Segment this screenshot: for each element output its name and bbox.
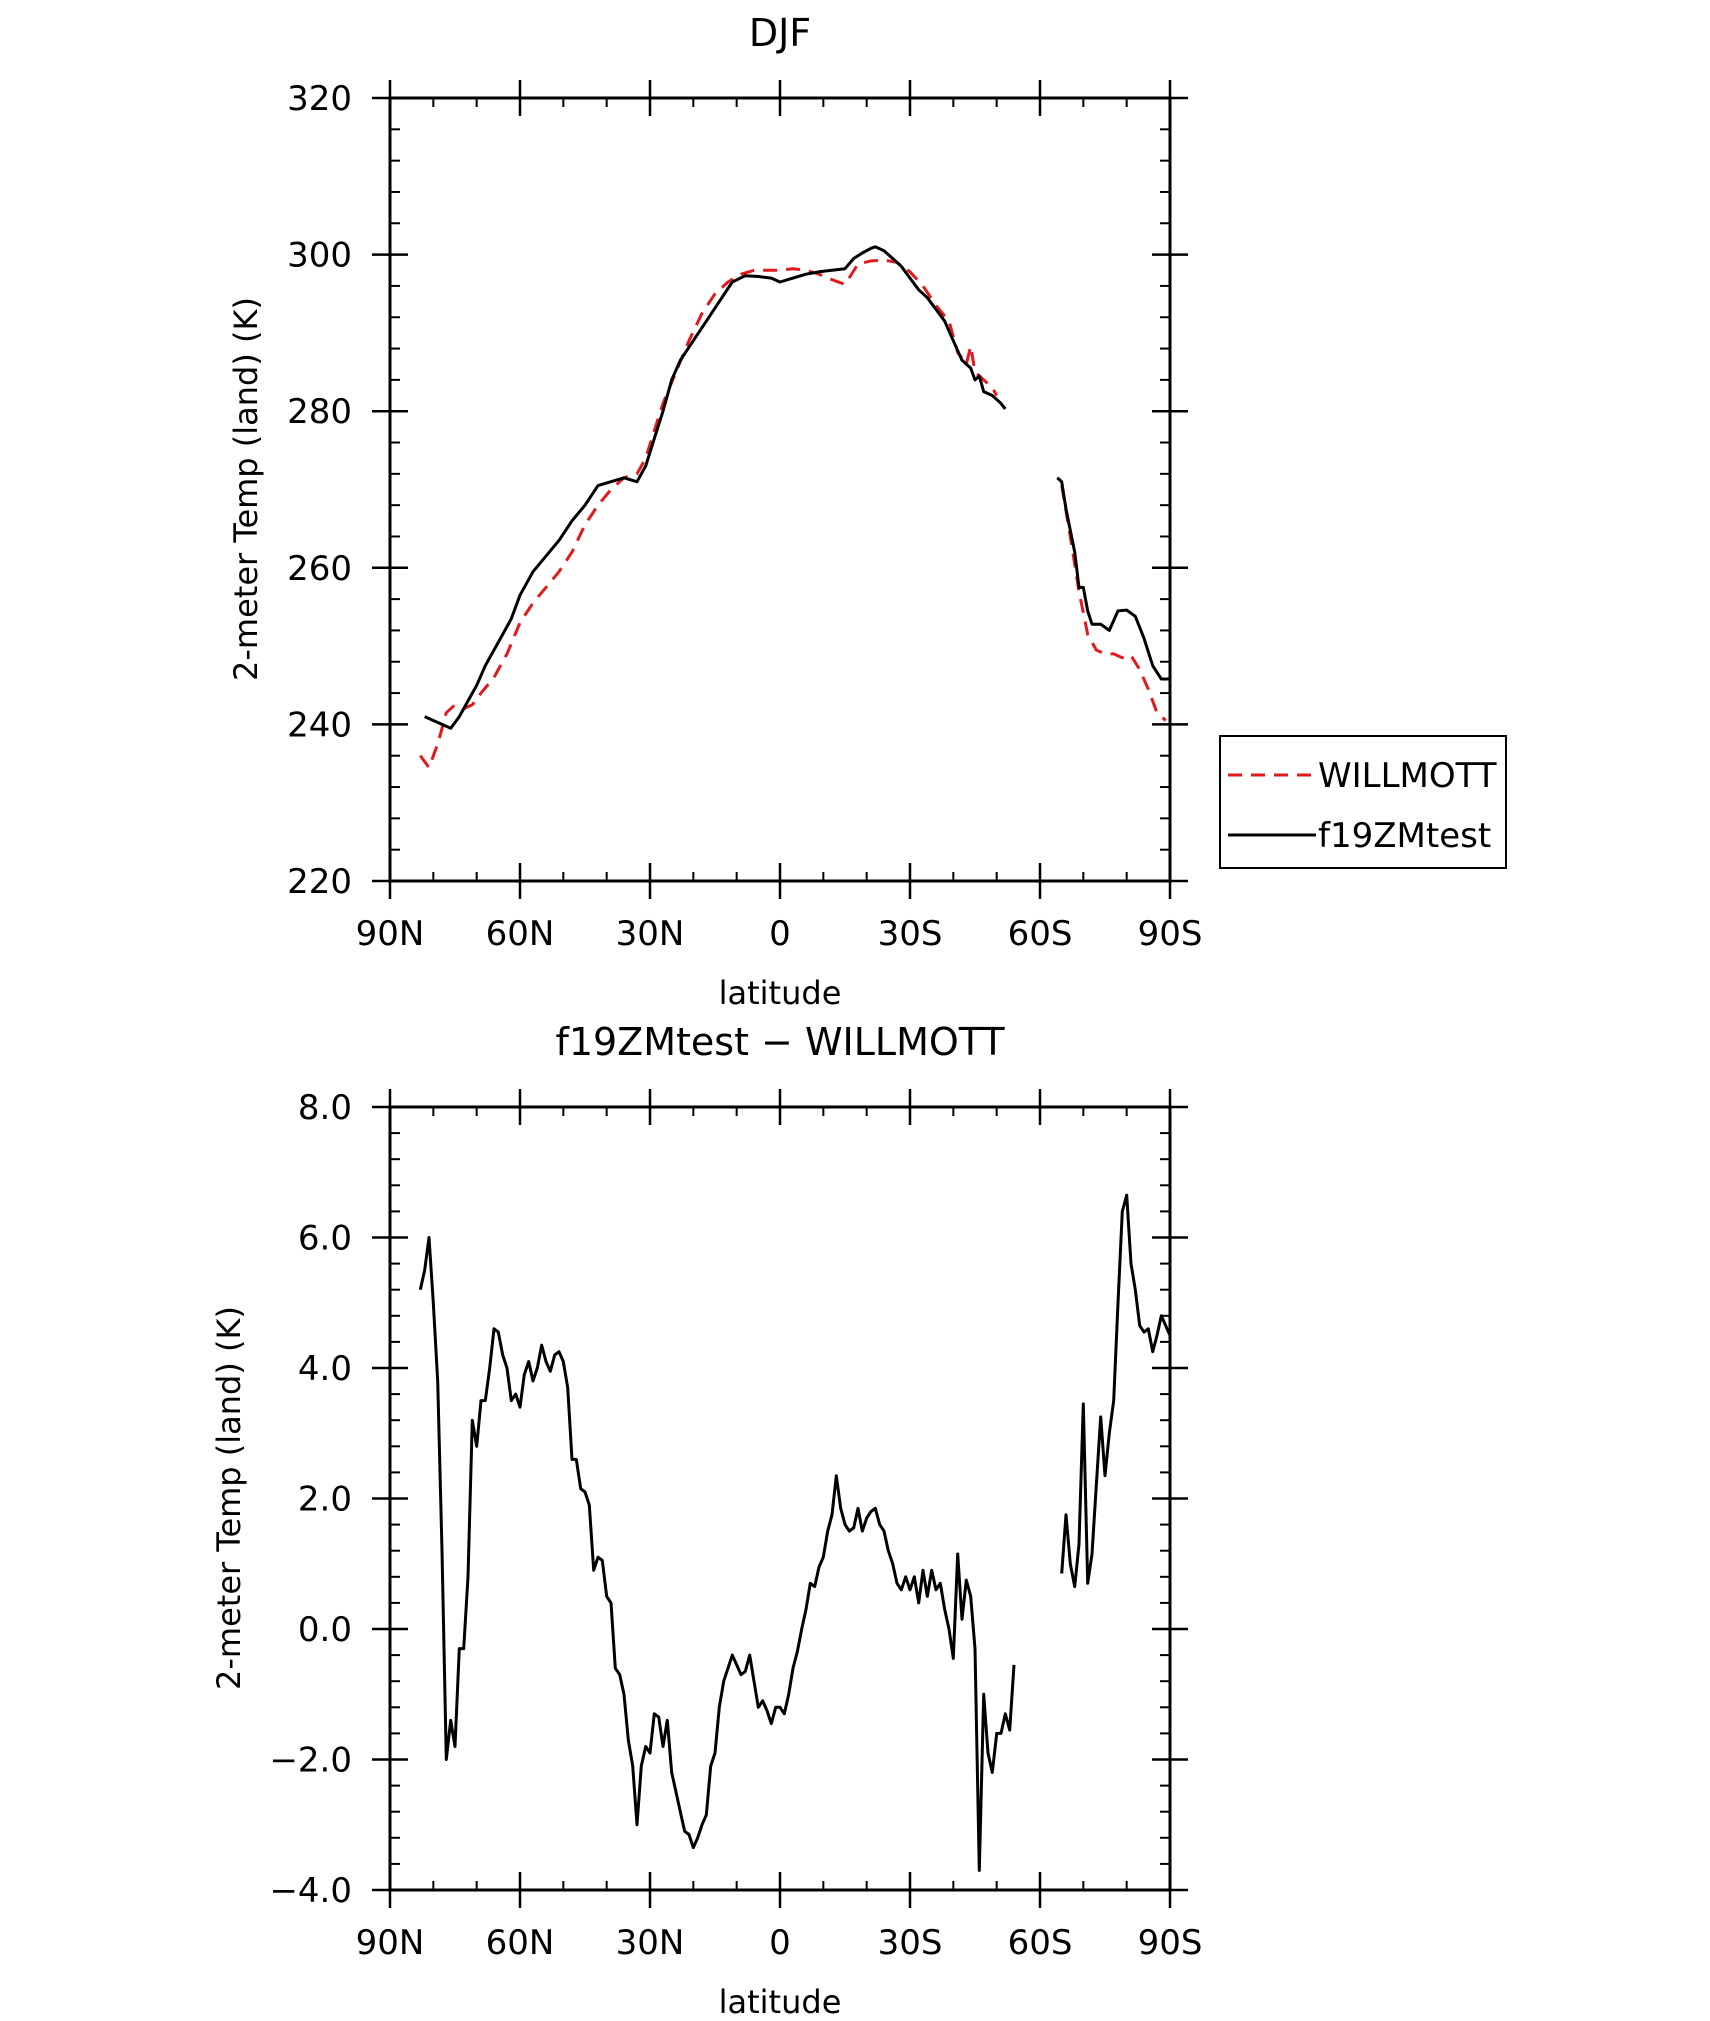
x-tick-label: 30S (878, 1923, 943, 1963)
chart-title-bottom: f19ZMtest − WILLMOTT (555, 1020, 1005, 1064)
y-tick-label: 2.0 (298, 1480, 352, 1520)
x-tick-label: 30S (878, 914, 943, 954)
series-group-top (419, 245, 1170, 769)
y-tick-label: −4.0 (269, 1871, 352, 1911)
y-tick-label: 300 (287, 236, 352, 276)
legend: WILLMOTT f19ZMtest (1219, 735, 1507, 869)
x-tick-label: 60S (1008, 914, 1073, 954)
y-tick-label: 6.0 (298, 1219, 352, 1259)
plot-frame-bottom (388, 1105, 1172, 1892)
y-axis-label-bottom: 2-meter Temp (land) (K) (210, 1306, 248, 1690)
willmott-line (419, 258, 999, 769)
difference-line (1060, 1193, 1172, 1589)
panel-djf: DJF 90N 60N 30N 0 30S 60S 90S 220 240 260 280 300 32… (227, 11, 1507, 1012)
y-tick-label: −2.0 (269, 1741, 352, 1781)
x-tick-label: 60S (1008, 1923, 1073, 1963)
difference-line (418, 1236, 1016, 1872)
y-tick-label: 320 (287, 79, 352, 119)
panel-difference: f19ZMtest − WILLMOTT 90N 60N 30N 0 30S 60S 90S… (210, 1020, 1202, 2021)
x-tick-label: 0 (769, 1923, 791, 1963)
series-group-bottom (418, 1193, 1172, 1872)
legend-label-f19zmtest: f19ZMtest (1318, 816, 1491, 856)
legend-label-willmott: WILLMOTT (1318, 756, 1497, 796)
x-tick-label: 0 (769, 914, 791, 954)
chart-title-top: DJF (749, 11, 811, 55)
x-tick-label: 30N (616, 1923, 685, 1963)
y-tick-label: 240 (287, 705, 352, 745)
f19zmtest-line (424, 245, 1007, 730)
willmott-line (1060, 485, 1167, 722)
y-tick-label: 220 (287, 862, 352, 902)
x-tick-label: 90S (1138, 914, 1203, 954)
y-tick-label: 260 (287, 549, 352, 589)
x-tick-label: 90N (356, 914, 425, 954)
axis-ticks-top: 90N 60N 30N 0 30S 60S 90S 220 240 260 280 300 320 (287, 79, 1202, 954)
x-tick-label: 60N (486, 914, 555, 954)
x-tick-label: 30N (616, 914, 685, 954)
f19zmtest-line (1056, 476, 1170, 681)
y-tick-label: 0.0 (298, 1610, 352, 1650)
x-axis-label-top: latitude (719, 974, 842, 1012)
y-tick-label: 8.0 (298, 1088, 352, 1128)
x-tick-label: 90S (1138, 1923, 1203, 1963)
legend-box (1219, 735, 1507, 869)
x-tick-label: 60N (486, 1923, 555, 1963)
plot-frame-top (388, 96, 1172, 883)
x-tick-label: 90N (356, 1923, 425, 1963)
axis-ticks-bottom: 90N 60N 30N 0 30S 60S 90S −4.0 −2.0 0.0 2.0 4.0 6.0 8… (269, 1088, 1202, 1963)
y-tick-label: 4.0 (298, 1349, 352, 1389)
x-axis-label-bottom: latitude (719, 1983, 842, 2021)
y-axis-label-top: 2-meter Temp (land) (K) (227, 297, 265, 681)
y-tick-label: 280 (287, 392, 352, 432)
